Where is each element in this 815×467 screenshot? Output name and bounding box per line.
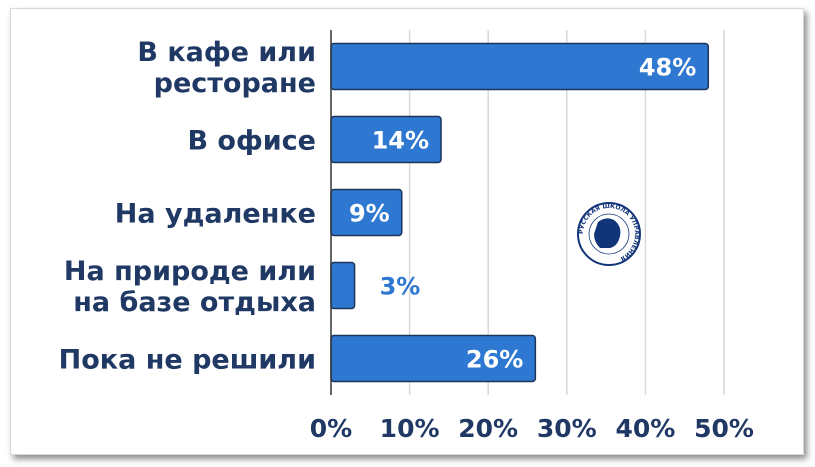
category-label: На удаленке xyxy=(115,199,316,230)
x-tick-label: 20% xyxy=(458,414,518,443)
category-label: ресторане xyxy=(154,68,316,99)
data-label: 14% xyxy=(372,127,429,155)
data-label: 26% xyxy=(466,346,523,374)
data-label: 9% xyxy=(349,200,390,228)
logo-russian-school-of-management: РУССКАЯ ШКОЛА УПРАВЛЕНИЯ xyxy=(577,202,641,266)
category-label: В офисе xyxy=(187,126,316,157)
bar xyxy=(330,261,356,310)
category-label: на базе отдыха xyxy=(73,287,316,318)
category-label: На природе или xyxy=(64,256,316,287)
category-label: Пока не решили xyxy=(59,345,316,376)
x-tick-label: 30% xyxy=(537,414,597,443)
x-tick-label: 40% xyxy=(615,414,675,443)
x-tick-label: 50% xyxy=(694,414,754,443)
data-label: 3% xyxy=(380,273,421,301)
data-label: 48% xyxy=(639,54,696,82)
x-tick-label: 0% xyxy=(310,414,352,443)
x-tick-label: 10% xyxy=(380,414,440,443)
category-label: В кафе или xyxy=(137,37,316,68)
